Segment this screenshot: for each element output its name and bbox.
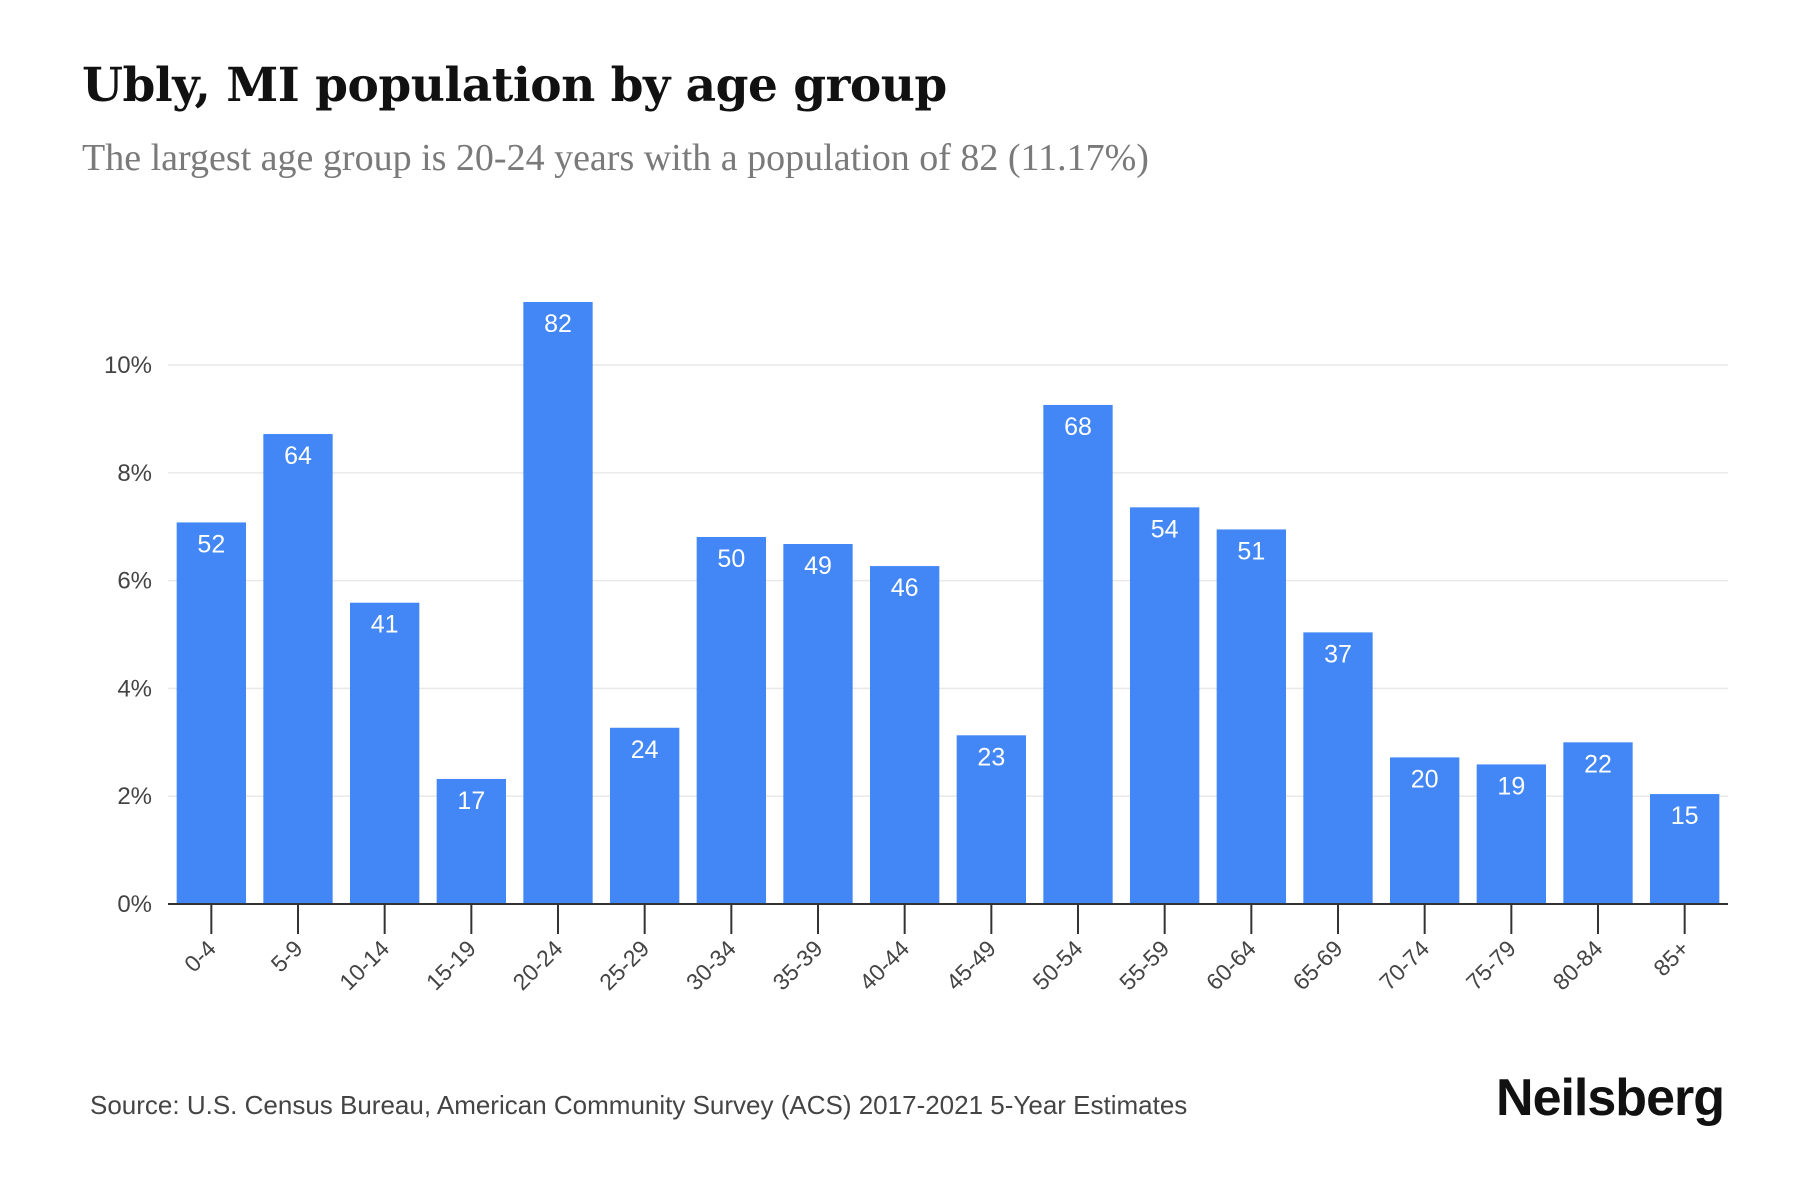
bar bbox=[1216, 529, 1286, 904]
x-tick-label: 15-19 bbox=[421, 935, 481, 995]
bars bbox=[176, 302, 1720, 904]
bar bbox=[263, 434, 333, 904]
brand-logo: Neilsberg bbox=[1496, 1069, 1725, 1127]
bar-value-label: 68 bbox=[1064, 413, 1092, 441]
x-tick-label: 10-14 bbox=[334, 935, 394, 995]
y-tick-label: 4% bbox=[117, 675, 152, 702]
bar-value-label: 23 bbox=[977, 743, 1005, 771]
bar bbox=[1476, 764, 1546, 904]
bar-value-label: 51 bbox=[1237, 537, 1265, 565]
x-tick-label: 80-84 bbox=[1548, 935, 1608, 995]
bar bbox=[1390, 757, 1460, 904]
bar-value-labels: 52 64 41 17 82 24 50 49 46 23 68 54 51 37 20 19 22 15 bbox=[197, 310, 1698, 830]
bar-value-label: 15 bbox=[1671, 802, 1699, 830]
y-tick-label: 10% bbox=[104, 352, 152, 379]
x-tick-label: 50-54 bbox=[1028, 935, 1088, 995]
chart-title: Ubly, MI population by age group bbox=[82, 58, 947, 113]
x-tick-label: 60-64 bbox=[1201, 935, 1261, 995]
bar-value-label: 82 bbox=[544, 310, 572, 338]
bar-value-label: 37 bbox=[1324, 640, 1352, 668]
bar bbox=[1650, 794, 1720, 904]
y-tick-label: 6% bbox=[117, 568, 152, 595]
bar-value-label: 50 bbox=[717, 545, 745, 573]
bar bbox=[1303, 632, 1373, 904]
bar-value-label: 64 bbox=[284, 442, 312, 470]
x-tick-label: 65-69 bbox=[1288, 935, 1348, 995]
x-tick-label: 25-29 bbox=[594, 935, 654, 995]
bar-value-label: 22 bbox=[1584, 750, 1612, 778]
bar bbox=[783, 543, 853, 904]
x-tick-label: 5-9 bbox=[266, 935, 308, 977]
bar bbox=[1130, 507, 1200, 904]
x-tick-label: 45-49 bbox=[941, 935, 1001, 995]
bar-value-label: 20 bbox=[1411, 765, 1439, 793]
chart-subtitle: The largest age group is 20-24 years wit… bbox=[82, 137, 1149, 179]
x-tick-label: 40-44 bbox=[854, 935, 914, 995]
bar bbox=[350, 602, 420, 904]
x-axis-ticks: 0-4 5-9 10-14 15-19 20-24 25-29 30-34 35-39 40-4… bbox=[179, 904, 1694, 995]
bar-value-label: 49 bbox=[804, 552, 832, 580]
y-tick-label: 2% bbox=[117, 783, 152, 810]
bar bbox=[436, 778, 506, 904]
bar-value-label: 54 bbox=[1151, 515, 1179, 543]
bar-value-label: 41 bbox=[371, 611, 399, 639]
x-tick-label: 75-79 bbox=[1461, 935, 1521, 995]
bar-value-label: 19 bbox=[1497, 772, 1525, 800]
bar bbox=[956, 735, 1026, 904]
bar bbox=[1043, 404, 1113, 904]
y-tick-label: 0% bbox=[117, 891, 152, 918]
x-tick-label: 20-24 bbox=[508, 935, 568, 995]
x-tick-label: 35-39 bbox=[768, 935, 828, 995]
bar bbox=[870, 566, 940, 904]
x-tick-label: 55-59 bbox=[1114, 935, 1174, 995]
y-axis-ticks: 0% 2% 4% 6% 8% 10% bbox=[104, 352, 152, 918]
bar bbox=[523, 302, 593, 904]
bar-value-label: 46 bbox=[891, 574, 919, 602]
x-tick-label: 70-74 bbox=[1374, 935, 1434, 995]
bar bbox=[696, 536, 766, 904]
gridlines bbox=[168, 364, 1728, 797]
source-note: Source: U.S. Census Bureau, American Com… bbox=[90, 1090, 1188, 1120]
bar bbox=[176, 522, 246, 904]
bar bbox=[610, 727, 680, 904]
bar bbox=[1563, 742, 1633, 904]
x-tick-label: 85+ bbox=[1648, 935, 1694, 981]
bar-value-label: 52 bbox=[197, 530, 225, 558]
bar-value-label: 24 bbox=[631, 736, 659, 764]
x-tick-label: 0-4 bbox=[179, 935, 221, 977]
x-tick-label: 30-34 bbox=[681, 935, 741, 995]
bar-value-label: 17 bbox=[457, 787, 485, 815]
y-tick-label: 8% bbox=[117, 460, 152, 487]
